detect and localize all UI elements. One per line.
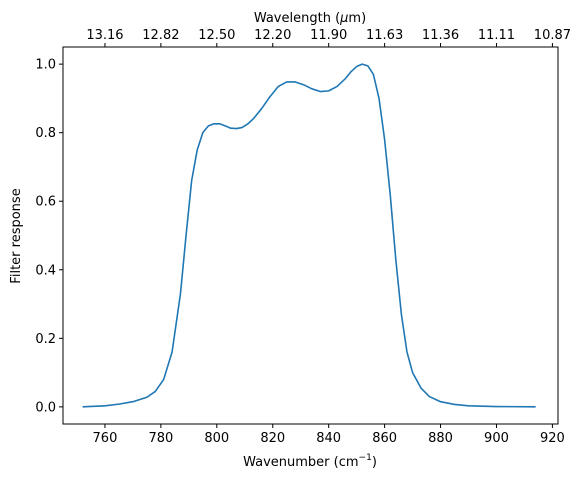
x-tick-label: 920 xyxy=(540,431,565,446)
y-tick-label: 0.8 xyxy=(35,126,56,141)
x-tick-label: 840 xyxy=(316,431,341,446)
x-tick-label: 820 xyxy=(260,431,285,446)
y-axis-label: Filter response xyxy=(9,188,24,283)
x-axis-label: Wavenumber (cm−1) xyxy=(243,453,377,470)
x-tick-label: 800 xyxy=(204,431,229,446)
y-tick-label: 0.6 xyxy=(35,195,56,210)
x-tick-label: 900 xyxy=(484,431,509,446)
x-tick-label: 860 xyxy=(372,431,397,446)
top-x-axis-label: Wavelength (μm) xyxy=(254,11,366,26)
filter-response-line xyxy=(82,63,536,408)
curve-layer xyxy=(82,63,536,408)
y-tick-label: 1.0 xyxy=(35,58,56,73)
y-tick-label: 0.2 xyxy=(35,332,56,347)
top-tick-label: 13.16 xyxy=(86,28,123,43)
x-tick-label: 760 xyxy=(93,431,118,446)
x-tick-label: 780 xyxy=(148,431,173,446)
top-tick-label: 12.50 xyxy=(198,28,235,43)
top-x-axis: 13.16 12.82 12.50 12.20 11.90 11.63 11.36 11.11… xyxy=(86,28,571,47)
top-tick-label: 11.36 xyxy=(422,28,459,43)
plot-frame xyxy=(62,46,559,425)
top-tick-label: 11.63 xyxy=(366,28,403,43)
y-tick-label: 0.4 xyxy=(35,263,56,278)
top-tick-label: 11.11 xyxy=(478,28,515,43)
bottom-x-axis: 760 780 800 820 840 860 880 900 920 xyxy=(93,424,565,446)
top-tick-label: 10.87 xyxy=(534,28,571,43)
top-tick-label: 12.82 xyxy=(142,28,179,43)
y-tick-label: 0.0 xyxy=(35,400,56,415)
top-tick-label: 12.20 xyxy=(254,28,291,43)
top-tick-label: 11.90 xyxy=(310,28,347,43)
x-tick-label: 880 xyxy=(428,431,453,446)
y-axis: 0.0 0.2 0.4 0.6 0.8 1.0 xyxy=(35,58,63,415)
